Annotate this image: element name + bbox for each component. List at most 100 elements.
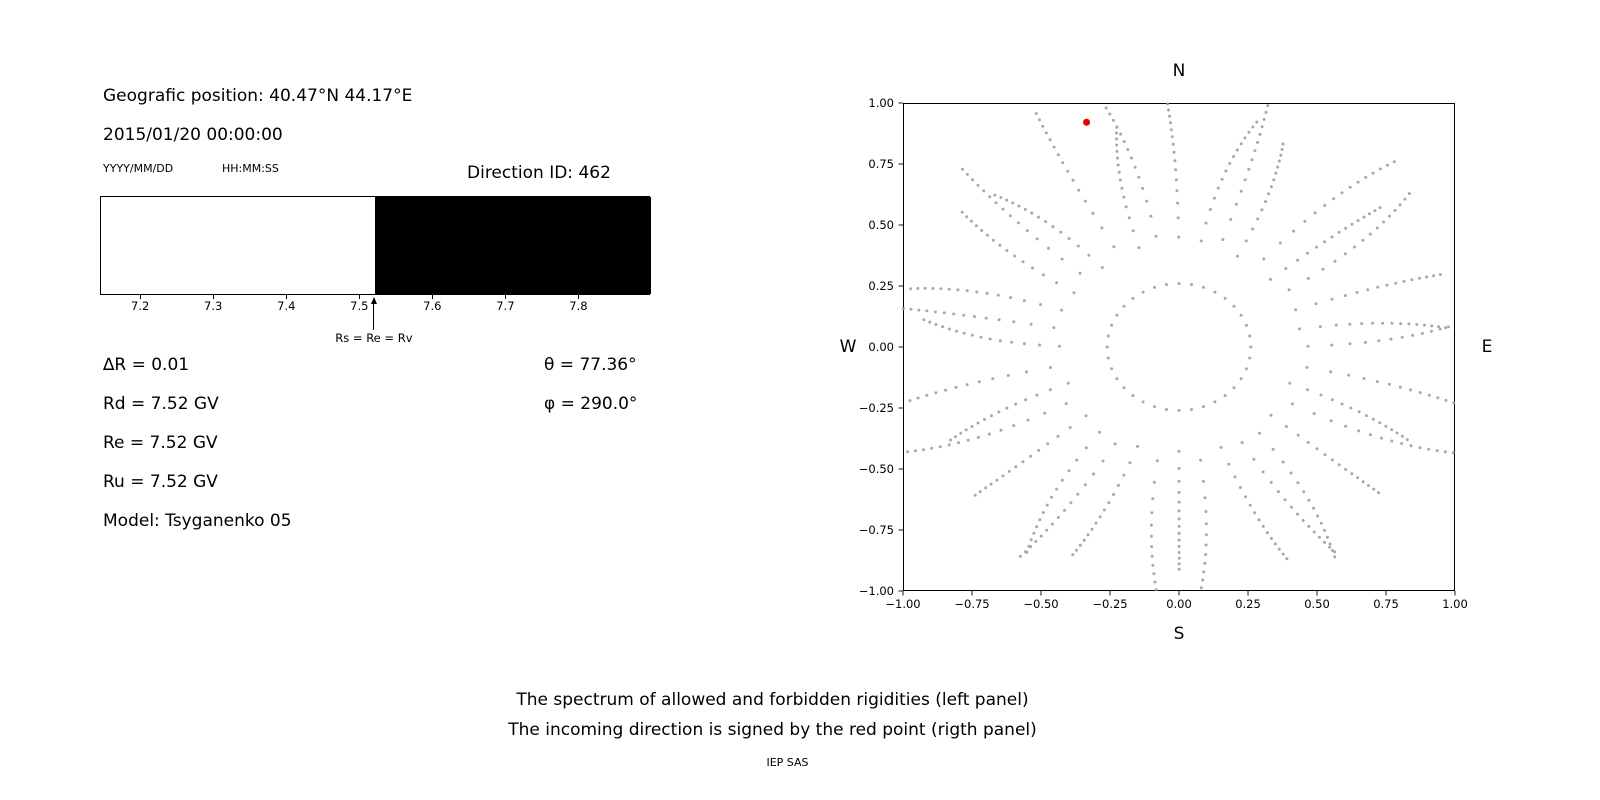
direction-dot [1274, 171, 1278, 175]
y-tick-label: −1.00 [859, 584, 894, 598]
direction-dot [1048, 366, 1052, 369]
x-tick-label: 0.75 [1373, 597, 1399, 611]
direction-dot [1312, 506, 1315, 510]
direction-dot [1175, 189, 1179, 193]
x-tick-label: −0.75 [954, 597, 989, 611]
direction-dot [1113, 442, 1117, 446]
direction-dot [1022, 299, 1026, 303]
direction-dot [1368, 212, 1371, 216]
direction-dot [980, 229, 984, 232]
direction-dot [1244, 239, 1248, 243]
direction-dot [1292, 229, 1295, 233]
direction-dot [1356, 476, 1360, 480]
direction-dot [1177, 517, 1181, 521]
direction-dot [1348, 322, 1352, 326]
spectrum-x-tick-mark [359, 295, 361, 299]
direction-dot [1129, 156, 1133, 160]
direction-dot [1409, 444, 1413, 448]
direction-dot [1394, 281, 1398, 285]
direction-dot [1087, 253, 1091, 257]
direction-dot [1314, 302, 1318, 306]
direction-dot [1116, 163, 1120, 167]
direction-dot [1296, 433, 1300, 437]
direction-dot [954, 435, 957, 439]
direction-dot [1152, 480, 1156, 484]
phi-value: φ = 290.0° [544, 394, 638, 414]
direction-dot [1177, 556, 1181, 560]
direction-dot [1452, 401, 1456, 405]
direction-dot [1122, 473, 1126, 477]
direction-dot [1055, 487, 1059, 491]
direction-dot [1083, 199, 1087, 203]
direction-dot [1240, 441, 1244, 445]
direction-dot [983, 417, 986, 421]
direction-dot [1151, 497, 1155, 501]
direction-dot [1395, 431, 1399, 435]
direction-dot [1223, 394, 1227, 398]
direction-dot [1202, 285, 1205, 289]
direction-dot [1014, 465, 1018, 469]
direction-dot [1223, 296, 1227, 300]
direction-dot [1348, 185, 1352, 189]
direction-dot [1278, 241, 1282, 245]
direction-dot [1363, 340, 1367, 344]
direction-dot [965, 172, 969, 176]
direction-dot [1201, 479, 1205, 483]
direction-dot [1068, 426, 1072, 429]
direction-dot [1243, 136, 1247, 140]
direction-dot [1281, 552, 1285, 556]
direction-dot [1356, 219, 1360, 223]
direction-dot [1204, 543, 1208, 547]
direction-dot [1251, 227, 1255, 231]
direction-dot [902, 307, 905, 310]
direction-dot [916, 287, 920, 290]
direction-dot [1202, 405, 1205, 409]
direction-dot [1115, 149, 1119, 153]
direction-dot [1306, 388, 1309, 392]
direction-dot [1091, 211, 1095, 215]
direction-dot [1112, 493, 1115, 496]
direction-dot [1389, 337, 1393, 341]
direction-dot [909, 287, 913, 291]
direction-dot [1177, 500, 1181, 504]
direction-dot [1331, 549, 1334, 552]
direction-dot [1390, 428, 1394, 432]
y-tick-label: 0.50 [868, 218, 894, 232]
direction-dot [1236, 254, 1239, 258]
direction-dot [1350, 472, 1354, 476]
direction-dot [1357, 429, 1361, 433]
direction-dot [1443, 450, 1447, 454]
y-tick-label: −0.25 [859, 401, 894, 415]
direction-dot [1355, 290, 1359, 294]
direction-dot [1141, 290, 1145, 294]
direction-dot [1021, 260, 1025, 264]
direction-dot [1262, 257, 1266, 261]
direction-dot [1330, 297, 1334, 301]
direction-dot [1279, 153, 1283, 157]
direction-dot [1316, 514, 1320, 518]
direction-dot [1150, 554, 1154, 558]
direction-dot [1375, 380, 1379, 384]
direction-dot [921, 448, 925, 452]
direction-dot [1005, 406, 1009, 410]
direction-dot [1045, 528, 1049, 532]
direction-dot [1377, 491, 1381, 495]
direction-dot [1116, 156, 1119, 160]
direction-dot [1166, 102, 1169, 106]
direction-dot [1334, 323, 1338, 327]
direction-dot [1438, 327, 1442, 331]
direction-dot [1357, 410, 1361, 414]
direction-dot [1284, 267, 1288, 270]
direction-dot [1307, 524, 1311, 528]
direction-dot [1417, 276, 1421, 280]
geo-position-label: Geografic position: 40.47°N 44.17°E [103, 86, 413, 106]
direction-dot [1084, 446, 1088, 450]
direction-dot [949, 438, 952, 442]
direction-dot [1169, 128, 1173, 132]
direction-dot [1323, 453, 1327, 457]
direction-dot [1023, 550, 1027, 554]
direction-dot [1017, 204, 1021, 208]
direction-dot [1281, 460, 1285, 464]
direction-dot [1090, 527, 1094, 531]
model-label: Model: Tsyganenko 05 [103, 511, 292, 531]
